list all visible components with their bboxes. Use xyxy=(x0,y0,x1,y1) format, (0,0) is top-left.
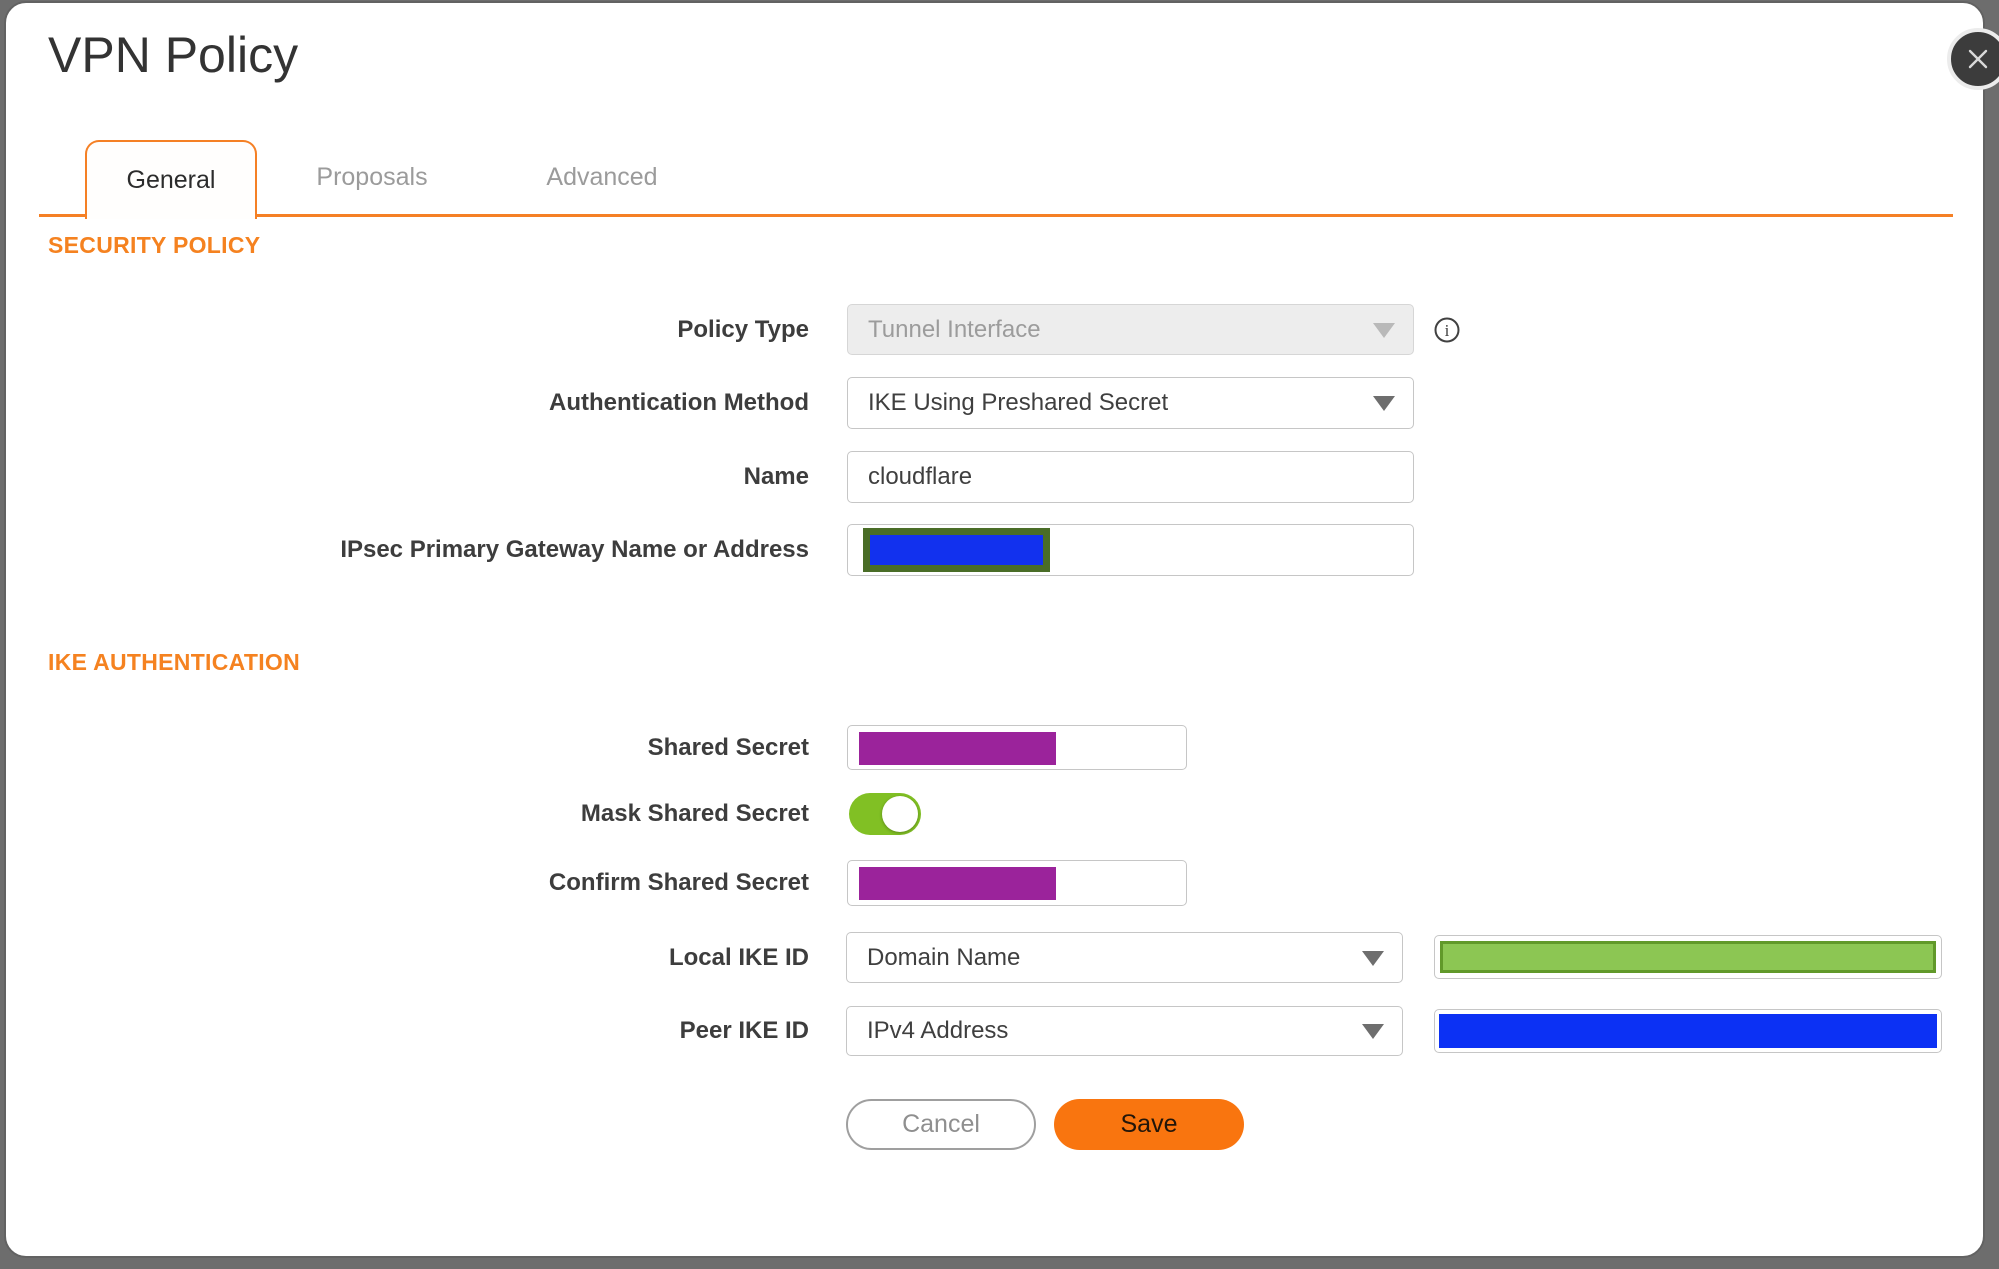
local-ike-id-value-input[interactable] xyxy=(1434,935,1942,979)
svg-text:i: i xyxy=(1445,321,1450,340)
peer-ike-id-value-input[interactable] xyxy=(1434,1009,1942,1053)
peer-ike-id-select[interactable]: IPv4 Address xyxy=(846,1006,1403,1056)
policy-type-label: Policy Type xyxy=(677,316,809,343)
shared-secret-redaction-block xyxy=(859,732,1056,765)
tab-bar: General Proposals Advanced xyxy=(39,140,1953,219)
save-button[interactable]: Save xyxy=(1054,1099,1244,1150)
name-input[interactable] xyxy=(847,451,1414,503)
tab-general[interactable]: General xyxy=(85,140,257,219)
local-ike-id-label: Local IKE ID xyxy=(668,944,809,971)
toggle-knob xyxy=(882,796,918,832)
policy-type-select: Tunnel Interface xyxy=(847,304,1414,355)
cancel-button-label: Cancel xyxy=(902,1110,980,1138)
local-ike-id-select[interactable]: Domain Name xyxy=(846,932,1403,983)
section-ike-authentication: IKE AUTHENTICATION xyxy=(48,649,300,675)
gateway-input[interactable] xyxy=(847,524,1414,576)
info-icon[interactable]: i xyxy=(1433,316,1461,344)
authentication-method-select[interactable]: IKE Using Preshared Secret xyxy=(847,377,1414,429)
chevron-down-icon xyxy=(1362,1024,1384,1039)
tab-proposals-label: Proposals xyxy=(316,162,428,191)
shared-secret-input[interactable] xyxy=(847,725,1187,770)
cancel-button[interactable]: Cancel xyxy=(846,1099,1036,1150)
tab-advanced-label: Advanced xyxy=(546,162,658,191)
peer-ike-id-redaction-block xyxy=(1439,1014,1937,1048)
close-icon xyxy=(1968,49,1988,69)
chevron-down-icon xyxy=(1362,950,1384,966)
section-security-policy: SECURITY POLICY xyxy=(48,232,261,258)
tab-advanced[interactable]: Advanced xyxy=(487,140,717,214)
policy-type-value: Tunnel Interface xyxy=(868,315,1041,343)
peer-ike-id-label: Peer IKE ID xyxy=(679,1017,809,1044)
confirm-shared-secret-redaction-block xyxy=(859,867,1056,900)
page-title: VPN Policy xyxy=(48,27,299,83)
save-button-label: Save xyxy=(1120,1110,1178,1138)
local-ike-id-value: Domain Name xyxy=(867,943,1021,971)
authentication-method-label: Authentication Method xyxy=(549,389,809,416)
close-button[interactable] xyxy=(1947,28,1999,90)
confirm-shared-secret-label: Confirm Shared Secret xyxy=(548,869,809,896)
confirm-shared-secret-input[interactable] xyxy=(847,860,1187,906)
chevron-down-icon xyxy=(1373,322,1395,338)
peer-ike-id-value: IPv4 Address xyxy=(867,1017,1009,1044)
tab-proposals[interactable]: Proposals xyxy=(257,140,487,214)
gateway-redaction-block xyxy=(863,528,1050,572)
authentication-method-value: IKE Using Preshared Secret xyxy=(868,389,1169,416)
local-ike-id-redaction-block xyxy=(1440,941,1936,973)
tab-general-label: General xyxy=(126,166,216,194)
name-label: Name xyxy=(743,463,809,490)
gateway-label: IPsec Primary Gateway Name or Address xyxy=(340,536,809,563)
shared-secret-label: Shared Secret xyxy=(647,734,809,761)
chevron-down-icon xyxy=(1373,396,1395,411)
mask-shared-secret-toggle[interactable] xyxy=(849,793,921,835)
vpn-policy-dialog: VPN Policy General Proposals Advanced SE… xyxy=(4,1,1985,1258)
mask-shared-secret-label: Mask Shared Secret xyxy=(580,800,809,827)
